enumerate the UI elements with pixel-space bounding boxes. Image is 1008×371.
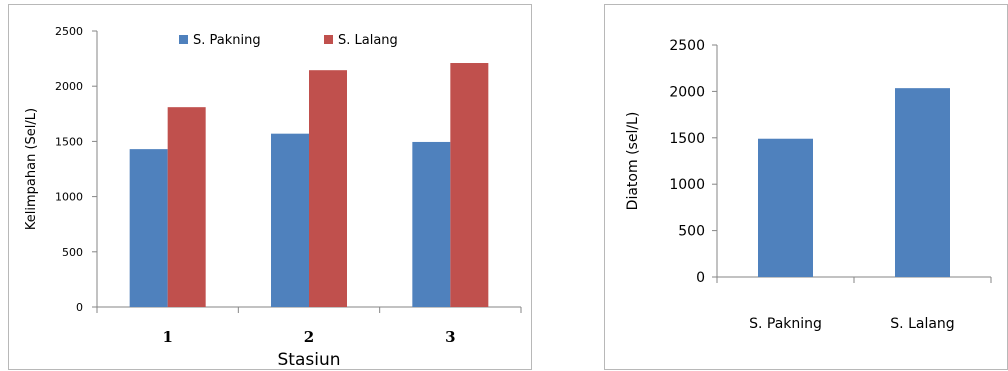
bar-s-lalang <box>895 88 950 277</box>
legend-swatch <box>179 35 188 44</box>
x-tick-label: 2 <box>304 328 314 346</box>
y-tick-label: 1500 <box>55 135 83 148</box>
x-tick-label: 3 <box>445 328 455 346</box>
x-tick-label: S. Lalang <box>890 316 954 332</box>
bar-s-pakning <box>758 138 813 277</box>
bar-s-lalang-2 <box>309 70 347 307</box>
legend-label: S. Pakning <box>193 33 261 48</box>
chart-panel-diatom: 0 500 1000 1500 2000 2500 S. Pakning S. Lalang D… <box>604 4 1008 370</box>
y-tick-label: 500 <box>62 246 83 259</box>
y-tick-label: 2500 <box>669 38 705 54</box>
y-axis-title: Diatom (sel/L) <box>625 112 641 211</box>
bar-s-pakning-2 <box>271 133 309 307</box>
y-tick-label: 500 <box>678 224 705 240</box>
y-tick-label: 2000 <box>669 84 705 100</box>
y-tick-label: 2000 <box>55 80 83 93</box>
legend-swatch <box>324 35 333 44</box>
legend-label: S. Lalang <box>338 33 398 48</box>
y-tick-label: 2500 <box>55 25 83 38</box>
bar-s-lalang-3 <box>450 63 489 308</box>
bar-s-pakning-1 <box>129 149 168 307</box>
bar-s-pakning-3 <box>412 141 451 307</box>
chart-panel-kelimpahan: 0 500 1000 1500 2000 2500 1 2 3 S. Pakning S. Lala… <box>8 4 532 370</box>
kelimpahan-chart: 0 500 1000 1500 2000 2500 1 2 3 S. Pakning S. Lala… <box>24 25 522 370</box>
bar-s-lalang-1 <box>167 107 206 308</box>
x-tick-label: S. Pakning <box>749 316 822 332</box>
y-tick-label: 0 <box>696 270 705 286</box>
diatom-chart: 0 500 1000 1500 2000 2500 S. Pakning S. Lalang D… <box>625 38 992 332</box>
y-tick-label: 1000 <box>55 191 83 204</box>
y-axis-title: Kelimpahan (Sel/L) <box>24 108 39 230</box>
y-tick-label: 1500 <box>669 131 705 147</box>
x-axis-title: Stasiun <box>277 350 340 370</box>
y-tick-label: 1000 <box>669 177 705 193</box>
x-tick-label: 1 <box>162 328 172 346</box>
y-tick-label: 0 <box>76 301 83 314</box>
